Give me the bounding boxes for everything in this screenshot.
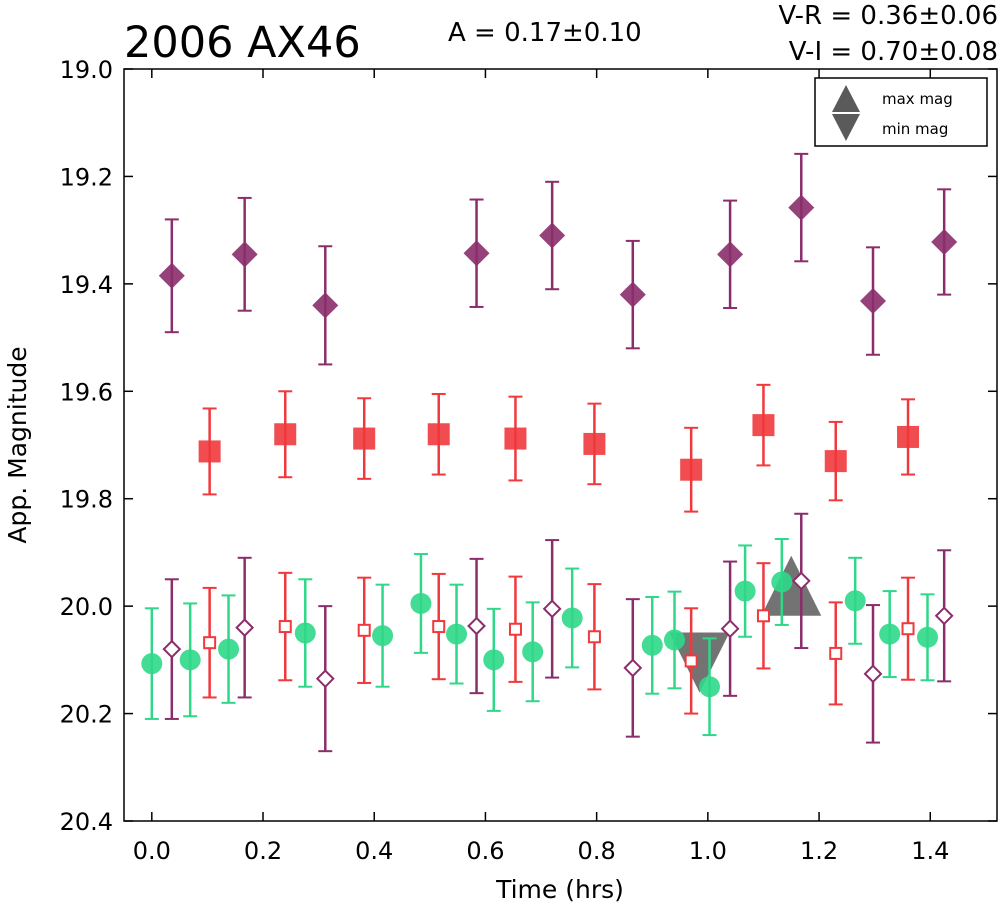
series-4-point-5-marker: [623, 658, 643, 678]
series-1-point-0-marker: [198, 440, 221, 463]
series-3-point-8-marker: [829, 646, 843, 660]
x-tick-label-3: 0.6: [466, 837, 504, 865]
series-0-point-1-marker: [231, 241, 258, 268]
series-4-point-8-marker: [863, 664, 883, 684]
y-tick-label-1: 19.2: [60, 163, 113, 191]
series-1-point-4-marker: [504, 427, 527, 450]
series-0-point-9-marker: [931, 228, 958, 255]
series-3-point-9-marker: [901, 622, 915, 636]
series-2-point-9-marker: [561, 607, 583, 629]
x-tick-label-7: 1.4: [911, 837, 949, 865]
series-2-point-7-marker: [483, 649, 505, 671]
x-axis-label: Time (hrs): [495, 875, 624, 904]
series-1-point-2-marker: [353, 427, 376, 450]
series-4-point-7-marker: [791, 571, 811, 591]
series-3-point-2-marker: [357, 623, 371, 637]
series-0-point-4-marker: [539, 222, 566, 249]
series-1-point-5-marker: [583, 432, 606, 455]
y-axis-label: App. Magnitude: [3, 346, 32, 543]
series-4-point-2-marker: [315, 669, 335, 689]
color-index-vr: V-R = 0.36±0.06: [778, 1, 998, 31]
series-0-point-3-marker: [463, 240, 490, 267]
amplitude-text: A = 0.17±0.10: [448, 18, 642, 48]
series-3-point-3-marker: [432, 620, 446, 634]
y-tick-label-6: 20.2: [60, 701, 113, 729]
x-tick-label-2: 0.4: [355, 837, 393, 865]
series-2-point-2-marker: [218, 638, 240, 660]
chart-title: 2006 AX46: [124, 18, 361, 68]
series-1-point-7-marker: [752, 414, 775, 437]
legend-min-mag-label: min mag: [882, 120, 948, 138]
x-tick-label-5: 1.0: [689, 837, 727, 865]
y-tick-label-2: 19.4: [60, 271, 113, 299]
series-4-point-4-marker: [542, 599, 562, 619]
series-3-point-7-marker: [756, 609, 770, 623]
x-tick-label-6: 1.2: [800, 837, 838, 865]
series-2-point-13-marker: [734, 580, 756, 602]
series-2-point-10-marker: [641, 634, 663, 656]
series-2-point-4-marker: [372, 625, 394, 647]
color-index-vi: V-I = 0.70±0.08: [789, 37, 998, 67]
series-2-point-8-marker: [522, 641, 544, 663]
series-1-point-8-marker: [824, 450, 847, 473]
axis-ticks: 0.0 0.2 0.4 0.6 0.8 1.0 1.2 1.4 19.0 19.2 19.4 19.6…: [60, 56, 997, 865]
series-0-point-2-marker: [312, 292, 339, 319]
series-1-point-1-marker: [274, 423, 297, 446]
series-4-point-1-marker: [235, 618, 255, 638]
series-0-point-0-marker: [158, 262, 185, 289]
series-2-point-12-marker: [699, 676, 721, 698]
series-2-point-11-marker: [663, 629, 685, 651]
series-3-point-4-marker: [508, 622, 522, 636]
series-1-point-9-marker: [897, 425, 920, 448]
series-0-point-6-marker: [717, 241, 744, 268]
series-3-point-1-marker: [278, 620, 292, 634]
y-tick-label-0: 19.0: [60, 56, 113, 84]
series-0-point-7-marker: [788, 194, 815, 221]
y-tick-label-5: 20.0: [60, 593, 113, 621]
series-4-point-6-marker: [720, 619, 740, 639]
series-1-point-6-marker: [680, 458, 703, 481]
x-tick-label-4: 0.8: [578, 837, 616, 865]
data-marks: [141, 152, 958, 753]
series-0-point-5-marker: [619, 281, 646, 308]
legend-max-mag-icon: [832, 85, 860, 112]
legend-min-mag-icon: [832, 114, 860, 141]
series-1-point-3-marker: [427, 423, 450, 446]
x-tick-label-0: 0.0: [133, 837, 171, 865]
series-3-point-0-marker: [203, 636, 217, 650]
series-2-point-5-marker: [410, 592, 432, 614]
series-0-point-8-marker: [860, 288, 887, 315]
y-tick-label-3: 19.6: [60, 378, 113, 406]
series-2-point-3-marker: [294, 622, 316, 644]
y-tick-label-7: 20.4: [60, 808, 113, 836]
legend: max mag min mag: [814, 77, 988, 147]
series-2-point-1-marker: [179, 649, 201, 671]
series-4-point-0-marker: [162, 639, 182, 659]
series-4-point-3-marker: [467, 616, 486, 636]
plot-frame: [123, 68, 998, 822]
series-3-point-5-marker: [587, 630, 601, 644]
min-mag-marker: [669, 632, 730, 693]
y-tick-label-4: 19.8: [60, 486, 113, 514]
series-2-point-0-marker: [141, 653, 163, 675]
x-tick-label-1: 0.2: [244, 837, 282, 865]
series-4-point-9-marker: [934, 606, 954, 626]
series-2-point-17-marker: [916, 626, 938, 648]
series-2-point-16-marker: [879, 623, 901, 645]
series-3-point-6-marker: [684, 654, 698, 668]
legend-max-mag-label: max mag: [882, 90, 953, 108]
series-2-point-15-marker: [844, 590, 866, 612]
series-2-point-6-marker: [446, 623, 468, 645]
series-2-point-14-marker: [771, 571, 793, 593]
